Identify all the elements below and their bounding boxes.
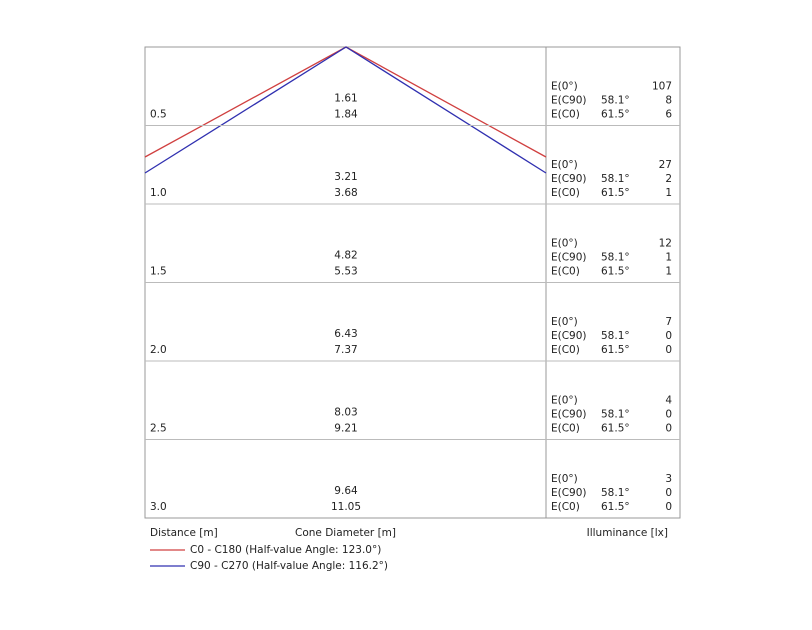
illuminance-label: E(C0) xyxy=(551,109,580,121)
distance: 2.0 xyxy=(150,344,167,356)
illuminance-value: 0 xyxy=(665,487,672,499)
illuminance-angle: 58.1° xyxy=(601,330,630,342)
illuminance-value: 12 xyxy=(659,238,672,250)
illuminance-angle: 61.5° xyxy=(601,266,630,278)
illuminance-label: E(0°) xyxy=(551,81,578,93)
diameter: 7.37 xyxy=(334,344,357,356)
distance: 0.5 xyxy=(150,109,167,121)
illuminance-angle: 61.5° xyxy=(601,423,630,435)
illuminance-label: E(C90) xyxy=(551,173,587,185)
diameter: 5.53 xyxy=(334,266,357,278)
illuminance-label: E(C0) xyxy=(551,344,580,356)
illuminance-value: 7 xyxy=(665,316,672,328)
illuminance-label: E(C0) xyxy=(551,266,580,278)
illuminance-value: 107 xyxy=(652,81,672,93)
illuminance-angle: 58.1° xyxy=(601,252,630,264)
illuminance-value: 1 xyxy=(665,187,672,199)
illuminance-angle: 58.1° xyxy=(601,409,630,421)
distance: 2.5 xyxy=(150,423,167,435)
illuminance-label: E(C90) xyxy=(551,330,587,342)
illuminance-angle: 61.5° xyxy=(601,187,630,199)
diameter: 1.61 xyxy=(334,93,357,105)
illuminance-angle: 61.5° xyxy=(601,344,630,356)
illuminance-value: 0 xyxy=(665,344,672,356)
distance: 1.5 xyxy=(150,266,167,278)
diameter: 8.03 xyxy=(334,407,357,419)
illuminance-label: E(0°) xyxy=(551,238,578,250)
illuminance-value: 4 xyxy=(665,395,672,407)
illuminance-value: 3 xyxy=(665,473,672,485)
illuminance-label: E(C90) xyxy=(551,252,587,264)
illuminance-value: 2 xyxy=(665,173,672,185)
illuminance-value: 1 xyxy=(665,266,672,278)
illuminance-value: 6 xyxy=(665,109,672,121)
illuminance-angle: 58.1° xyxy=(601,95,630,107)
illuminance-angle: 61.5° xyxy=(601,109,630,121)
illuminance-label: E(C90) xyxy=(551,487,587,499)
cone-c90 xyxy=(144,46,547,174)
illuminance-value: 0 xyxy=(665,330,672,342)
illuminance-label: E(0°) xyxy=(551,159,578,171)
legend-label: C90 - C270 (Half-value Angle: 116.2°) xyxy=(190,560,388,572)
diameter: 9.64 xyxy=(334,485,358,497)
illuminance-value: 8 xyxy=(665,95,672,107)
diameter: 1.84 xyxy=(334,109,358,121)
diameter: 4.82 xyxy=(334,250,357,262)
footer-label: Illuminance [lx] xyxy=(587,527,668,539)
illuminance-label: E(C0) xyxy=(551,423,580,435)
diameter: 9.21 xyxy=(334,423,357,435)
illuminance-value: 0 xyxy=(665,409,672,421)
illuminance-label: E(0°) xyxy=(551,395,578,407)
illuminance-value: 27 xyxy=(659,159,672,171)
illuminance-value: 1 xyxy=(665,252,672,264)
illuminance-label: E(0°) xyxy=(551,316,578,328)
distance: 1.0 xyxy=(150,187,167,199)
legend-label: C0 - C180 (Half-value Angle: 123.0°) xyxy=(190,544,381,556)
diameter: 3.68 xyxy=(334,187,357,199)
diameter: 3.21 xyxy=(334,171,357,183)
illuminance-angle: 61.5° xyxy=(601,501,630,513)
illuminance-label: E(C0) xyxy=(551,501,580,513)
illuminance-value: 0 xyxy=(665,501,672,513)
illuminance-angle: 58.1° xyxy=(601,487,630,499)
distance: 3.0 xyxy=(150,501,167,513)
diameter: 11.05 xyxy=(331,501,361,513)
illuminance-angle: 58.1° xyxy=(601,173,630,185)
diameter: 6.43 xyxy=(334,328,357,340)
illuminance-label: E(0°) xyxy=(551,473,578,485)
footer-label: Distance [m] xyxy=(150,527,218,539)
illuminance-value: 0 xyxy=(665,423,672,435)
footer-label: Cone Diameter [m] xyxy=(295,527,396,539)
illuminance-label: E(C90) xyxy=(551,95,587,107)
illuminance-label: E(C90) xyxy=(551,409,587,421)
illuminance-label: E(C0) xyxy=(551,187,580,199)
